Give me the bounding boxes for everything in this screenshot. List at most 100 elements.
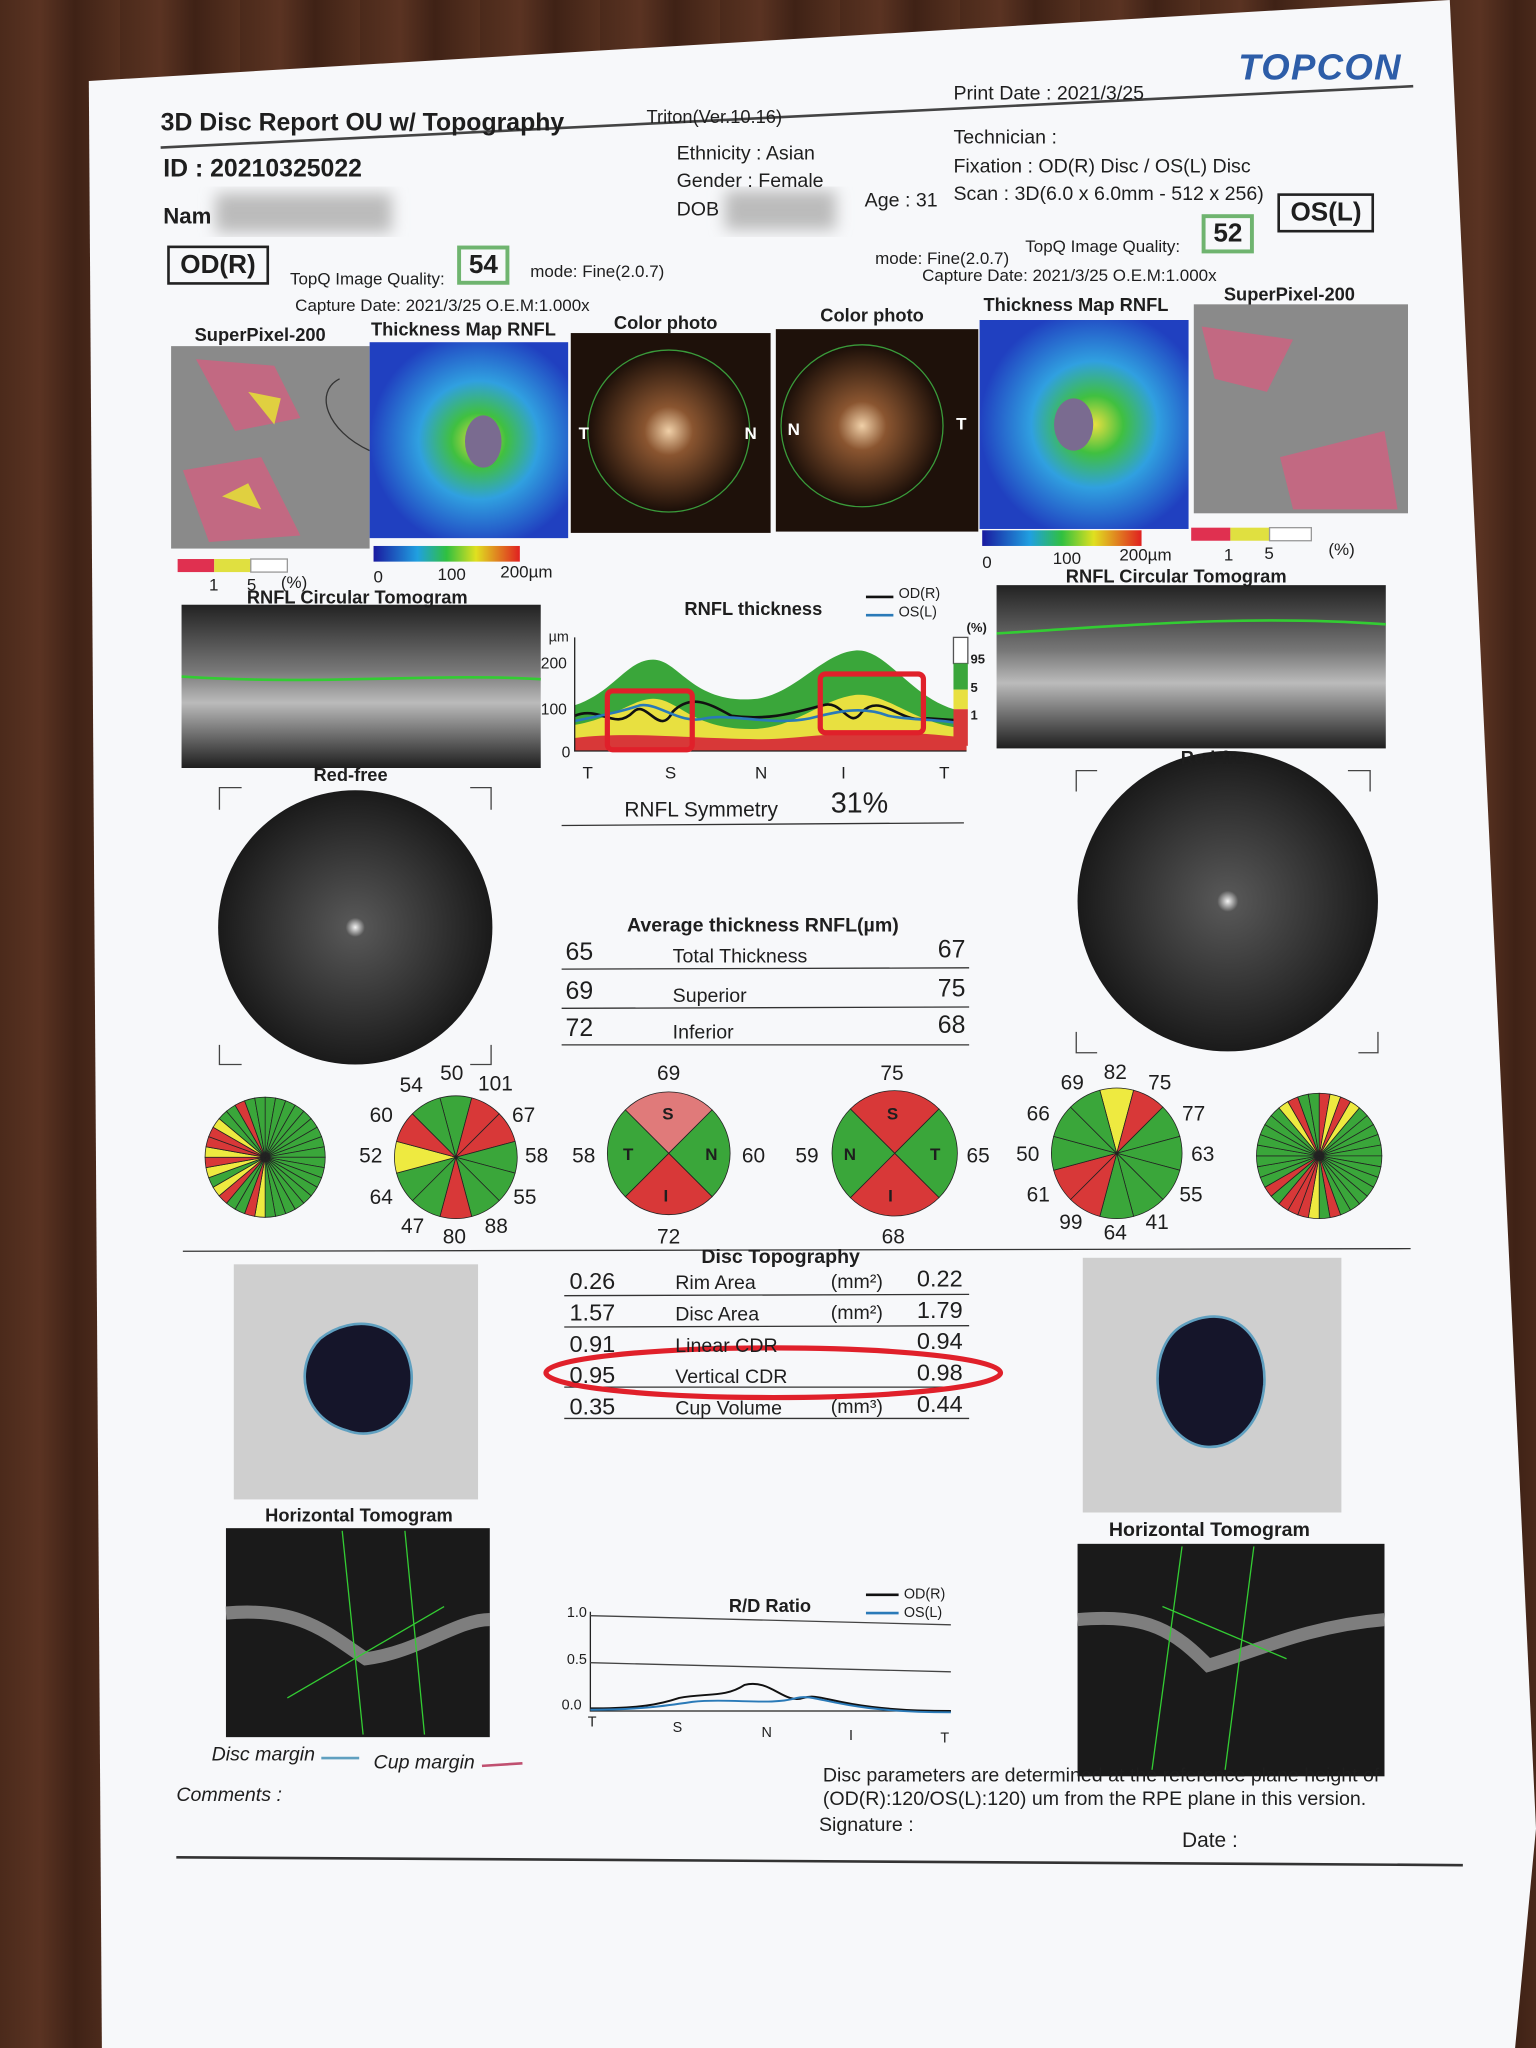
shape bbox=[953, 663, 968, 690]
shape bbox=[587, 350, 750, 512]
chart-title: RNFL thickness bbox=[684, 598, 823, 620]
shape bbox=[1230, 527, 1270, 541]
table-rules bbox=[176, 822, 1463, 1867]
shape bbox=[225, 1605, 491, 1666]
image-label: Thickness Map RNFL bbox=[370, 318, 556, 340]
sector bbox=[849, 1090, 940, 1154]
legend: Cup margin bbox=[373, 1751, 475, 1774]
shape bbox=[1191, 527, 1231, 541]
shape bbox=[481, 1761, 523, 1768]
sector-letter: T bbox=[623, 1144, 634, 1164]
sector-value: 41 bbox=[1145, 1212, 1169, 1235]
x-tick: T bbox=[587, 1714, 597, 1731]
orientation: T bbox=[578, 423, 589, 443]
shape bbox=[218, 790, 493, 1065]
date-label: Date : bbox=[1182, 1829, 1238, 1853]
y-tick: 0.5 bbox=[566, 1652, 587, 1668]
shape bbox=[1076, 1611, 1386, 1673]
shape bbox=[325, 378, 370, 452]
sector bbox=[668, 1109, 731, 1198]
x-tick: T bbox=[582, 762, 593, 783]
sector bbox=[1307, 1092, 1320, 1156]
sector bbox=[607, 1109, 670, 1198]
shape bbox=[564, 1293, 970, 1297]
percentile-label: (%) bbox=[966, 621, 987, 637]
sector-value: 61 bbox=[1026, 1184, 1050, 1207]
brand: TOPCON bbox=[1238, 47, 1402, 88]
technician: Technician : bbox=[953, 126, 1057, 149]
sector-value: 50 bbox=[440, 1063, 464, 1086]
sector-value: 52 bbox=[359, 1145, 383, 1168]
shape bbox=[724, 190, 836, 230]
sector bbox=[894, 1108, 958, 1199]
redactions bbox=[215, 190, 836, 233]
x-tick: I bbox=[848, 1727, 853, 1744]
shape bbox=[574, 703, 967, 727]
percentile: 95 bbox=[970, 653, 985, 668]
device: Triton(Ver.10.16) bbox=[646, 105, 783, 127]
scale-label: 0 bbox=[982, 552, 992, 573]
eye-label: OS(L) bbox=[1277, 193, 1375, 233]
shape bbox=[222, 391, 281, 510]
cell: (mm³) bbox=[830, 1396, 883, 1419]
x-tick: S bbox=[664, 762, 677, 783]
shape bbox=[590, 1615, 951, 1626]
sector-value: 47 bbox=[400, 1215, 425, 1239]
report-title: 3D Disc Report OU w/ Topography bbox=[160, 109, 565, 138]
shape bbox=[953, 709, 968, 746]
percentile: 5 bbox=[970, 681, 978, 697]
ethnicity: Ethnicity : Asian bbox=[676, 142, 815, 165]
shape bbox=[982, 530, 1142, 546]
section-label: Red-free bbox=[1180, 747, 1255, 768]
sector-value: 55 bbox=[1179, 1184, 1203, 1207]
cell: (mm²) bbox=[830, 1270, 883, 1294]
comments-label: Comments : bbox=[176, 1784, 282, 1807]
sector bbox=[411, 1097, 457, 1159]
shape bbox=[218, 786, 492, 1066]
cell: 68 bbox=[937, 1012, 966, 1040]
scale-label: 5 bbox=[1264, 543, 1274, 563]
shape bbox=[561, 822, 964, 827]
cell: 75 bbox=[937, 975, 966, 1004]
cell: 65 bbox=[565, 939, 594, 967]
cell: 1.57 bbox=[569, 1299, 616, 1326]
scale-label: 1 bbox=[1223, 544, 1234, 565]
cell: Cup Volume bbox=[675, 1397, 782, 1420]
quality-label: TopQ Image Quality: bbox=[1025, 236, 1181, 256]
mode: mode: Fine(2.0.7) bbox=[875, 248, 1010, 268]
sector-letter: N bbox=[705, 1144, 718, 1164]
shape bbox=[817, 671, 927, 736]
footnote: Disc parameters are determined at the re… bbox=[822, 1764, 1380, 1787]
y-tick: 0.0 bbox=[561, 1697, 582, 1714]
orientation: T bbox=[956, 414, 967, 434]
shape bbox=[574, 637, 967, 752]
age: Age : 31 bbox=[864, 189, 938, 212]
shape bbox=[181, 675, 541, 682]
cell: 0.22 bbox=[916, 1265, 963, 1292]
sector bbox=[831, 1108, 896, 1199]
cell: Total Thickness bbox=[672, 945, 808, 968]
scale-label: 1 bbox=[208, 574, 219, 595]
image-label: Thickness Map RNFL bbox=[983, 293, 1169, 315]
sector-value: 69 bbox=[1060, 1072, 1084, 1095]
sector-letter: T bbox=[929, 1144, 941, 1164]
sector bbox=[1070, 1089, 1118, 1155]
shape bbox=[587, 349, 751, 513]
y-tick: 100 bbox=[540, 700, 567, 719]
cell: 0.91 bbox=[569, 1330, 616, 1358]
shape bbox=[177, 559, 215, 573]
cell: 72 bbox=[565, 1014, 594, 1043]
sector-value: 72 bbox=[656, 1226, 681, 1249]
sector bbox=[849, 1152, 940, 1217]
rnfl-thickness-plot bbox=[574, 595, 969, 753]
orientation: N bbox=[787, 419, 800, 439]
shape bbox=[215, 193, 392, 233]
shape bbox=[303, 1322, 413, 1435]
shape bbox=[176, 1855, 1463, 1867]
dob-label: DOB bbox=[676, 198, 720, 221]
cell: 69 bbox=[565, 978, 594, 1006]
symmetry-label: RNFL Symmetry bbox=[624, 799, 778, 822]
name-label: Nam bbox=[163, 203, 212, 229]
cell: Rim Area bbox=[675, 1272, 756, 1295]
